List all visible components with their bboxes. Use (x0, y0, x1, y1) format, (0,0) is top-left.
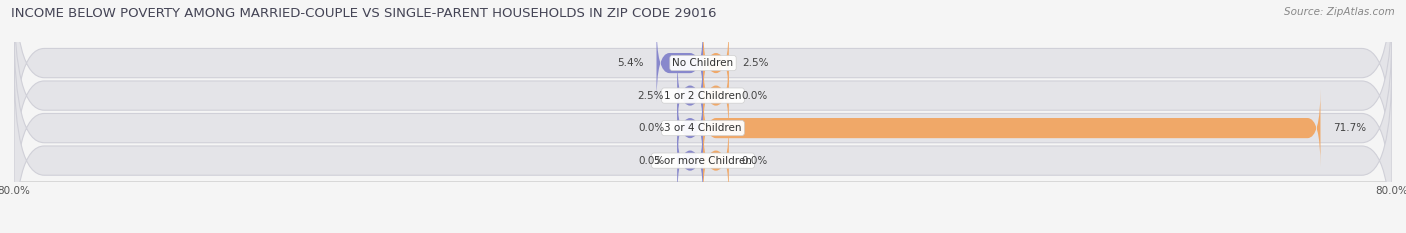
Text: 5 or more Children: 5 or more Children (654, 156, 752, 166)
FancyBboxPatch shape (678, 57, 703, 134)
FancyBboxPatch shape (678, 122, 703, 199)
FancyBboxPatch shape (14, 29, 1392, 227)
FancyBboxPatch shape (678, 89, 703, 167)
Text: 0.0%: 0.0% (742, 156, 768, 166)
Text: INCOME BELOW POVERTY AMONG MARRIED-COUPLE VS SINGLE-PARENT HOUSEHOLDS IN ZIP COD: INCOME BELOW POVERTY AMONG MARRIED-COUPL… (11, 7, 717, 20)
FancyBboxPatch shape (657, 24, 703, 102)
FancyBboxPatch shape (703, 89, 1320, 167)
Text: 0.0%: 0.0% (638, 156, 664, 166)
Text: Source: ZipAtlas.com: Source: ZipAtlas.com (1284, 7, 1395, 17)
Text: 0.0%: 0.0% (742, 91, 768, 101)
Text: 71.7%: 71.7% (1333, 123, 1367, 133)
Text: 2.5%: 2.5% (742, 58, 768, 68)
FancyBboxPatch shape (703, 57, 728, 134)
Text: 0.0%: 0.0% (638, 123, 664, 133)
Text: 2.5%: 2.5% (638, 91, 664, 101)
FancyBboxPatch shape (14, 0, 1392, 162)
Text: 5.4%: 5.4% (617, 58, 644, 68)
Text: 1 or 2 Children: 1 or 2 Children (664, 91, 742, 101)
FancyBboxPatch shape (703, 24, 728, 102)
Text: No Children: No Children (672, 58, 734, 68)
FancyBboxPatch shape (14, 0, 1392, 195)
FancyBboxPatch shape (703, 122, 728, 199)
FancyBboxPatch shape (14, 62, 1392, 233)
Text: 3 or 4 Children: 3 or 4 Children (664, 123, 742, 133)
